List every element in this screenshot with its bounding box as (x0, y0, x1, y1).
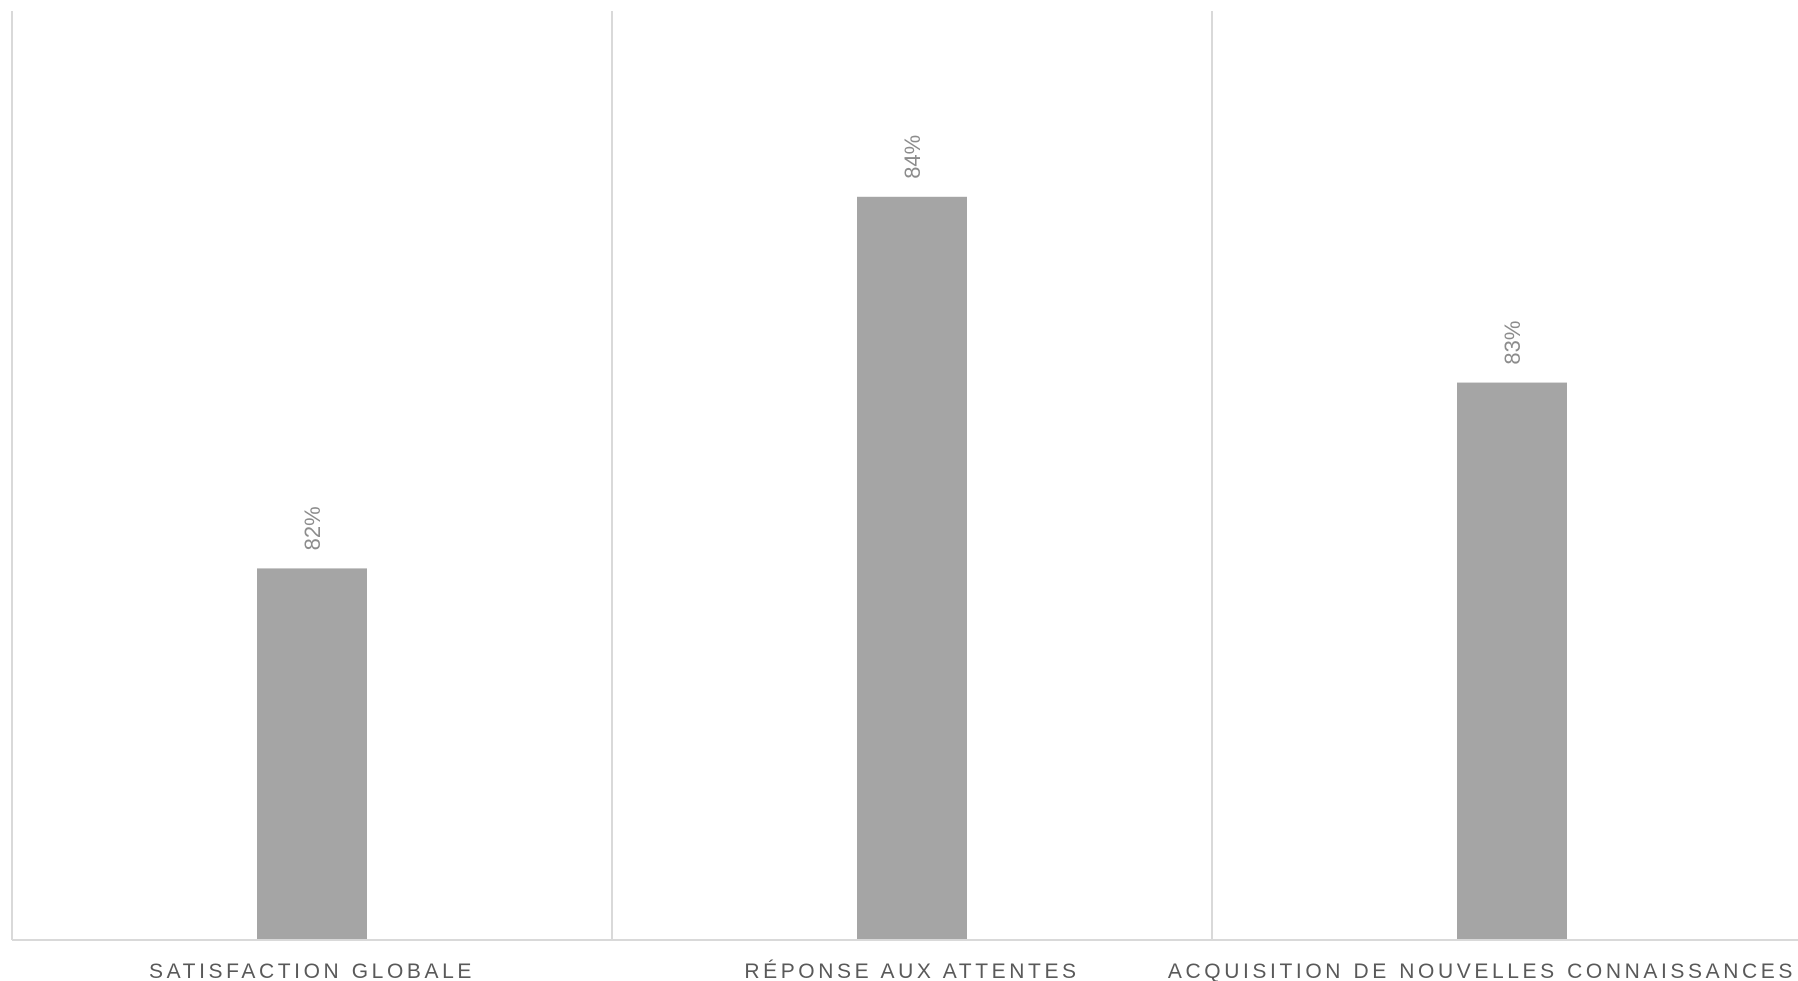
category-label: RÉPONSE AUX ATTENTES (744, 960, 1079, 981)
bar-value-label: 83% (1500, 321, 1525, 365)
bar-value-label: 82% (300, 506, 325, 550)
value-labels-group: 82% 84% 83% (300, 135, 1525, 551)
category-separators (11, 11, 1213, 940)
bars-group (257, 196, 1567, 941)
category-label: ACQUISITION DE NOUVELLES CONNAISSANCES (1168, 960, 1796, 981)
bar-value-label: 84% (900, 135, 925, 179)
category-labels-group: SATISFACTION GLOBALE RÉPONSE AUX ATTENTES… (149, 960, 1796, 981)
bar (857, 196, 967, 941)
category-label: SATISFACTION GLOBALE (149, 960, 475, 981)
bar (1457, 382, 1567, 941)
bar (257, 568, 367, 940)
